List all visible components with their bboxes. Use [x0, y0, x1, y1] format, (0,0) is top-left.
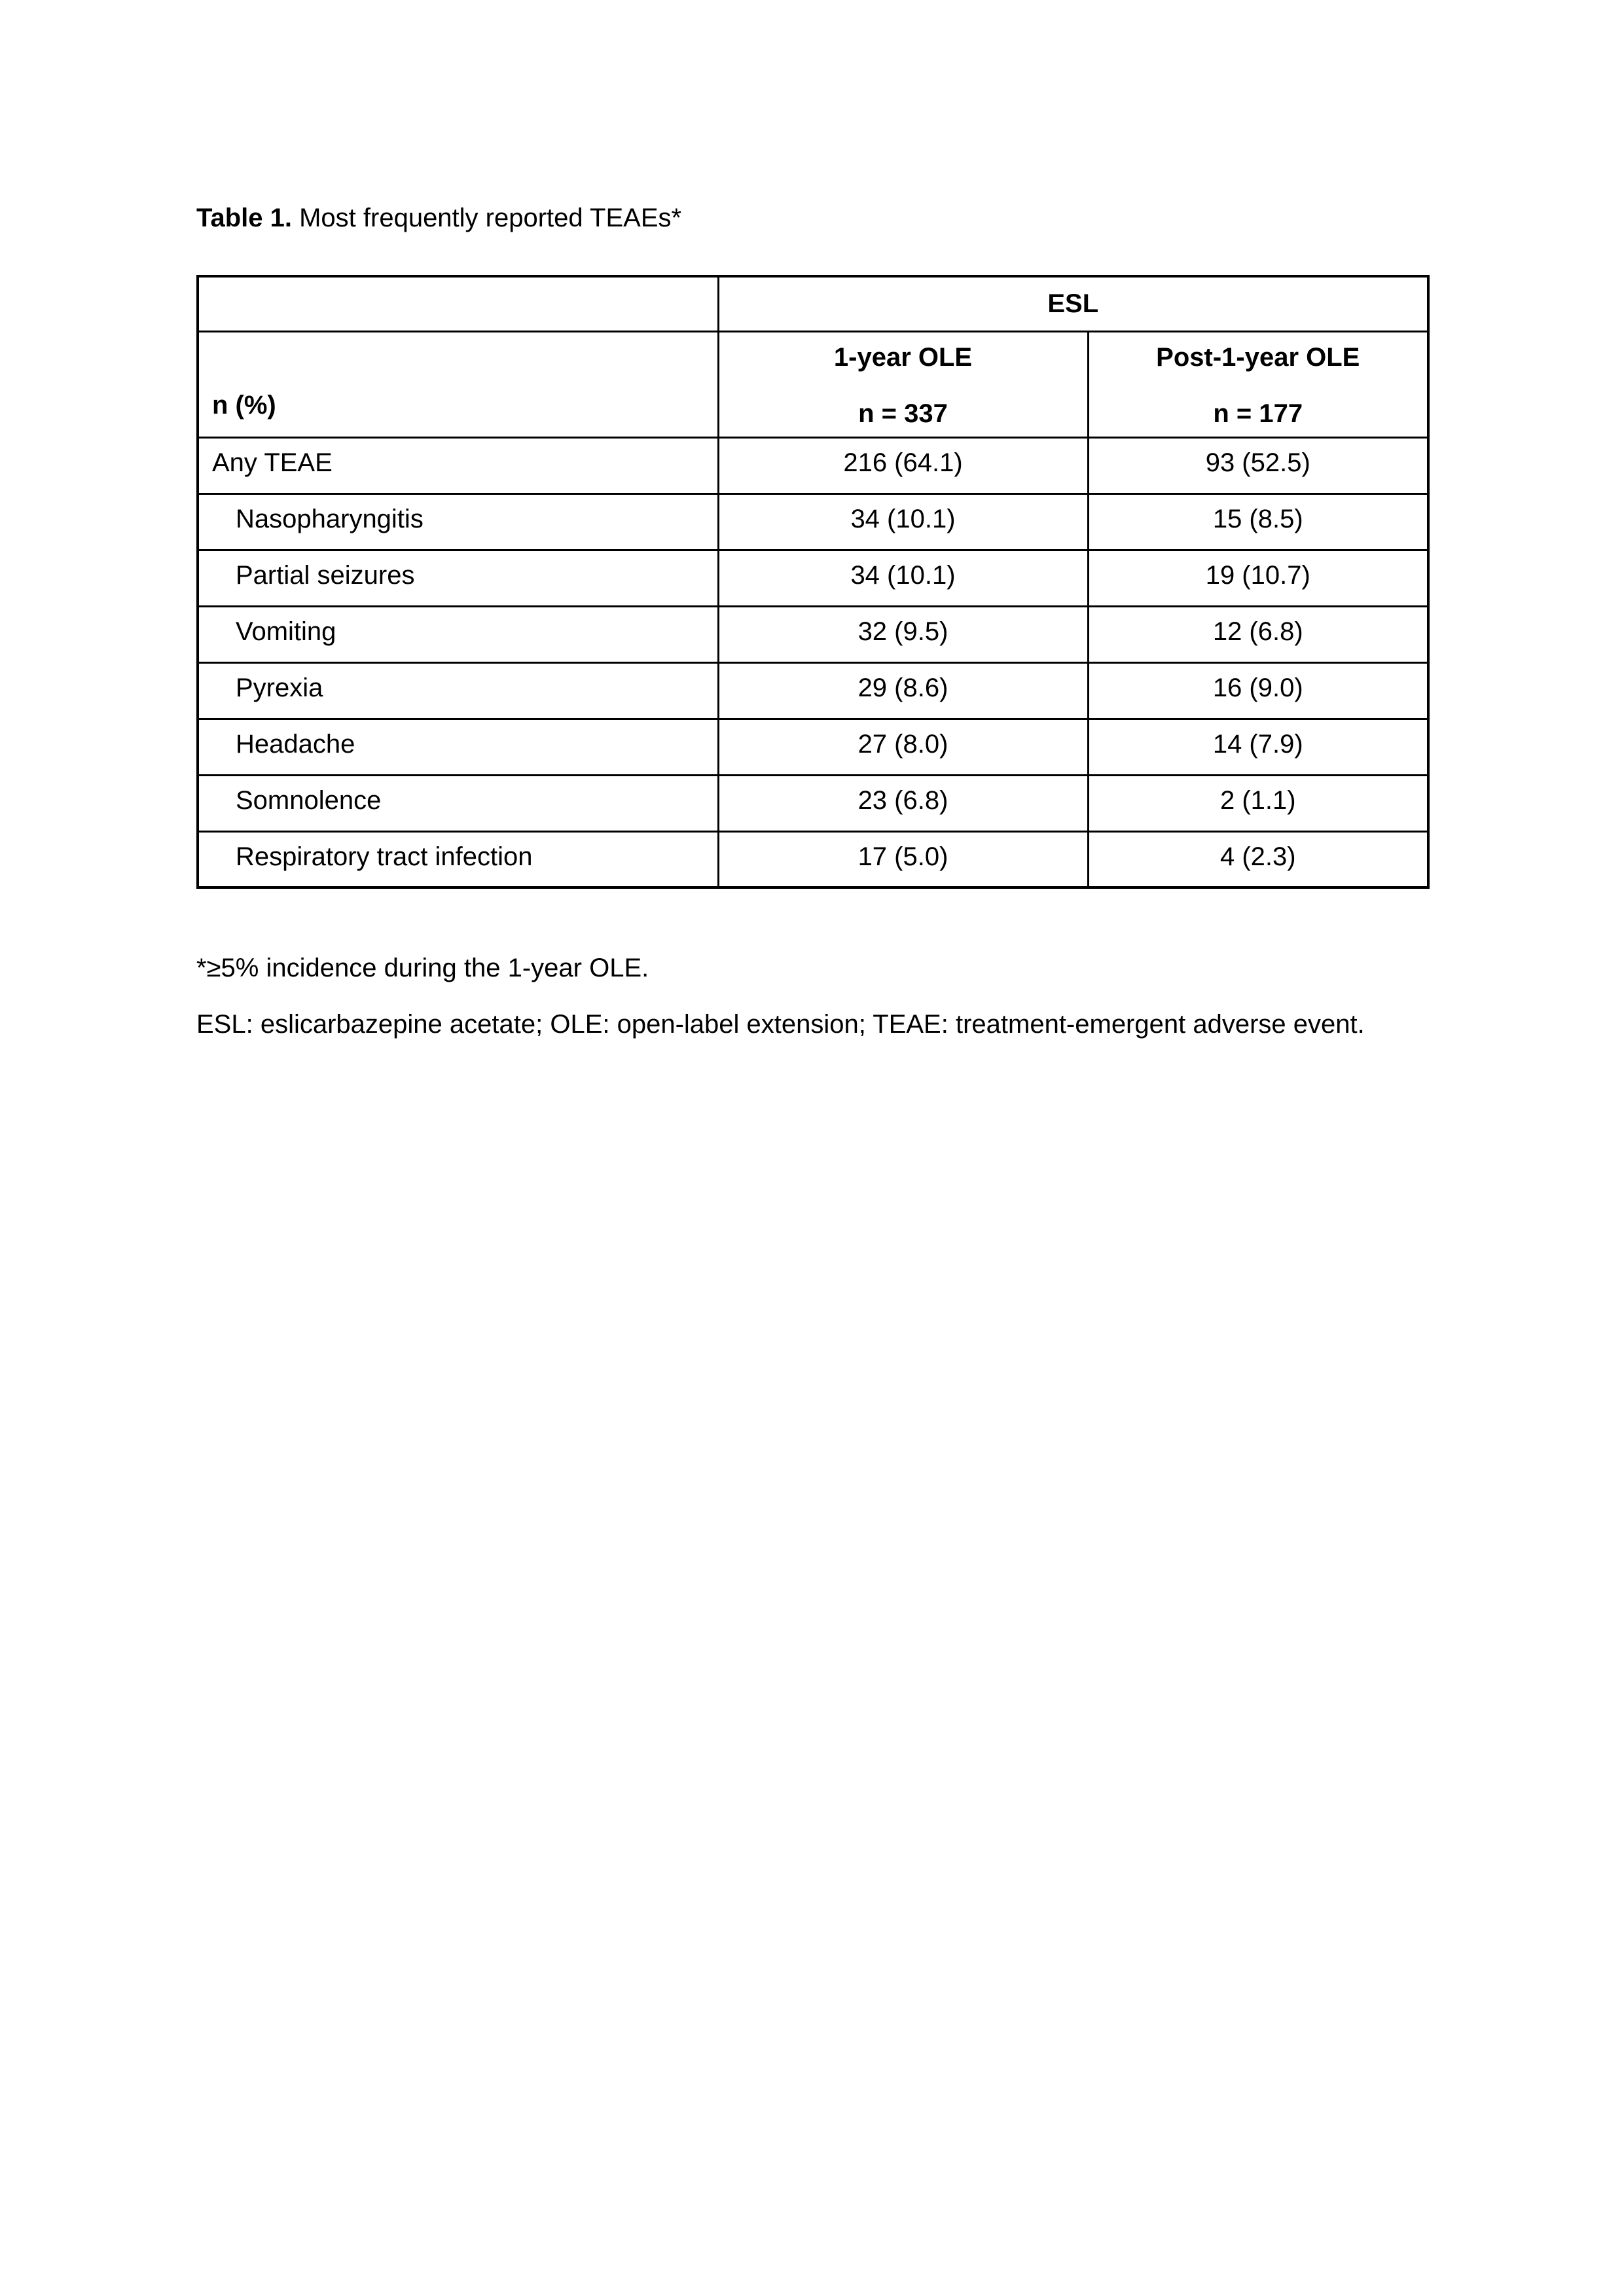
table-row-pyrexia: Pyrexia 29 (8.6) 16 (9.0): [196, 661, 1430, 720]
page-content: Table 1. Most frequently reported TEAEs*…: [196, 202, 1430, 1064]
group-header-esl: ESL: [717, 275, 1430, 332]
value-post-1-year-ole: 2 (1.1): [1087, 774, 1430, 833]
table-row-vomiting: Vomiting 32 (9.5) 12 (6.8): [196, 605, 1430, 664]
table-group-header-row: ESL: [196, 275, 1430, 332]
table-row-somnolence: Somnolence 23 (6.8) 2 (1.1): [196, 774, 1430, 833]
table-row-respiratory-tract-infection: Respiratory tract infection 17 (5.0) 4 (…: [196, 830, 1430, 889]
empty-corner-cell: [196, 275, 719, 332]
value-1-year-ole: 23 (6.8): [717, 774, 1089, 833]
footnote-abbreviations: ESL: eslicarbazepine acetate; OLE: open-…: [196, 1010, 1365, 1039]
column-header-post-1-year-ole: Post-1-year OLE n = 177: [1087, 330, 1430, 439]
value-1-year-ole: 34 (10.1): [717, 492, 1089, 551]
stub-header-n-pct: n (%): [196, 330, 719, 439]
row-label: Pyrexia: [196, 661, 719, 720]
table-title-text: Most frequently reported TEAEs*: [291, 204, 682, 232]
table-title: Table 1. Most frequently reported TEAEs*: [196, 202, 1427, 234]
value-post-1-year-ole: 15 (8.5): [1087, 492, 1430, 551]
footnotes: *≥5% incidence during the 1-year OLE. ES…: [196, 952, 1427, 1041]
table-column-header-row: n (%) 1-year OLE n = 337 Post-1-year OLE…: [196, 330, 1430, 439]
row-label: Nasopharyngitis: [196, 492, 719, 551]
row-label: Partial seizures: [196, 548, 719, 607]
table-row-headache: Headache 27 (8.0) 14 (7.9): [196, 717, 1430, 776]
column-header-post-1-year-ole-title: Post-1-year OLE: [1156, 342, 1360, 372]
row-label: Any TEAE: [196, 436, 719, 495]
value-post-1-year-ole: 93 (52.5): [1087, 436, 1430, 495]
value-1-year-ole: 34 (10.1): [717, 548, 1089, 607]
footnote-incidence: *≥5% incidence during the 1-year OLE.: [196, 954, 649, 982]
value-post-1-year-ole: 19 (10.7): [1087, 548, 1430, 607]
value-post-1-year-ole: 4 (2.3): [1087, 830, 1430, 889]
value-1-year-ole: 29 (8.6): [717, 661, 1089, 720]
row-label: Vomiting: [196, 605, 719, 664]
table-title-label: Table 1.: [196, 204, 292, 232]
row-label: Somnolence: [196, 774, 719, 833]
value-1-year-ole: 32 (9.5): [717, 605, 1089, 664]
value-post-1-year-ole: 16 (9.0): [1087, 661, 1430, 720]
table-row-nasopharyngitis: Nasopharyngitis 34 (10.1) 15 (8.5): [196, 492, 1430, 551]
row-label: Respiratory tract infection: [196, 830, 719, 889]
column-header-1-year-ole: 1-year OLE n = 337: [717, 330, 1089, 439]
row-label: Headache: [196, 717, 719, 776]
teae-table: ESL n (%) 1-year OLE n = 337 Post-1-year…: [196, 275, 1430, 889]
table-row-partial-seizures: Partial seizures 34 (10.1) 19 (10.7): [196, 548, 1430, 607]
value-1-year-ole: 17 (5.0): [717, 830, 1089, 889]
column-header-post-1-year-ole-n: n = 177: [1213, 399, 1303, 428]
value-post-1-year-ole: 14 (7.9): [1087, 717, 1430, 776]
value-1-year-ole: 27 (8.0): [717, 717, 1089, 776]
column-header-1-year-ole-title: 1-year OLE: [833, 342, 973, 372]
value-1-year-ole: 216 (64.1): [717, 436, 1089, 495]
column-header-1-year-ole-n: n = 337: [858, 399, 948, 428]
value-post-1-year-ole: 12 (6.8): [1087, 605, 1430, 664]
table-row-any-teae: Any TEAE 216 (64.1) 93 (52.5): [196, 436, 1430, 495]
